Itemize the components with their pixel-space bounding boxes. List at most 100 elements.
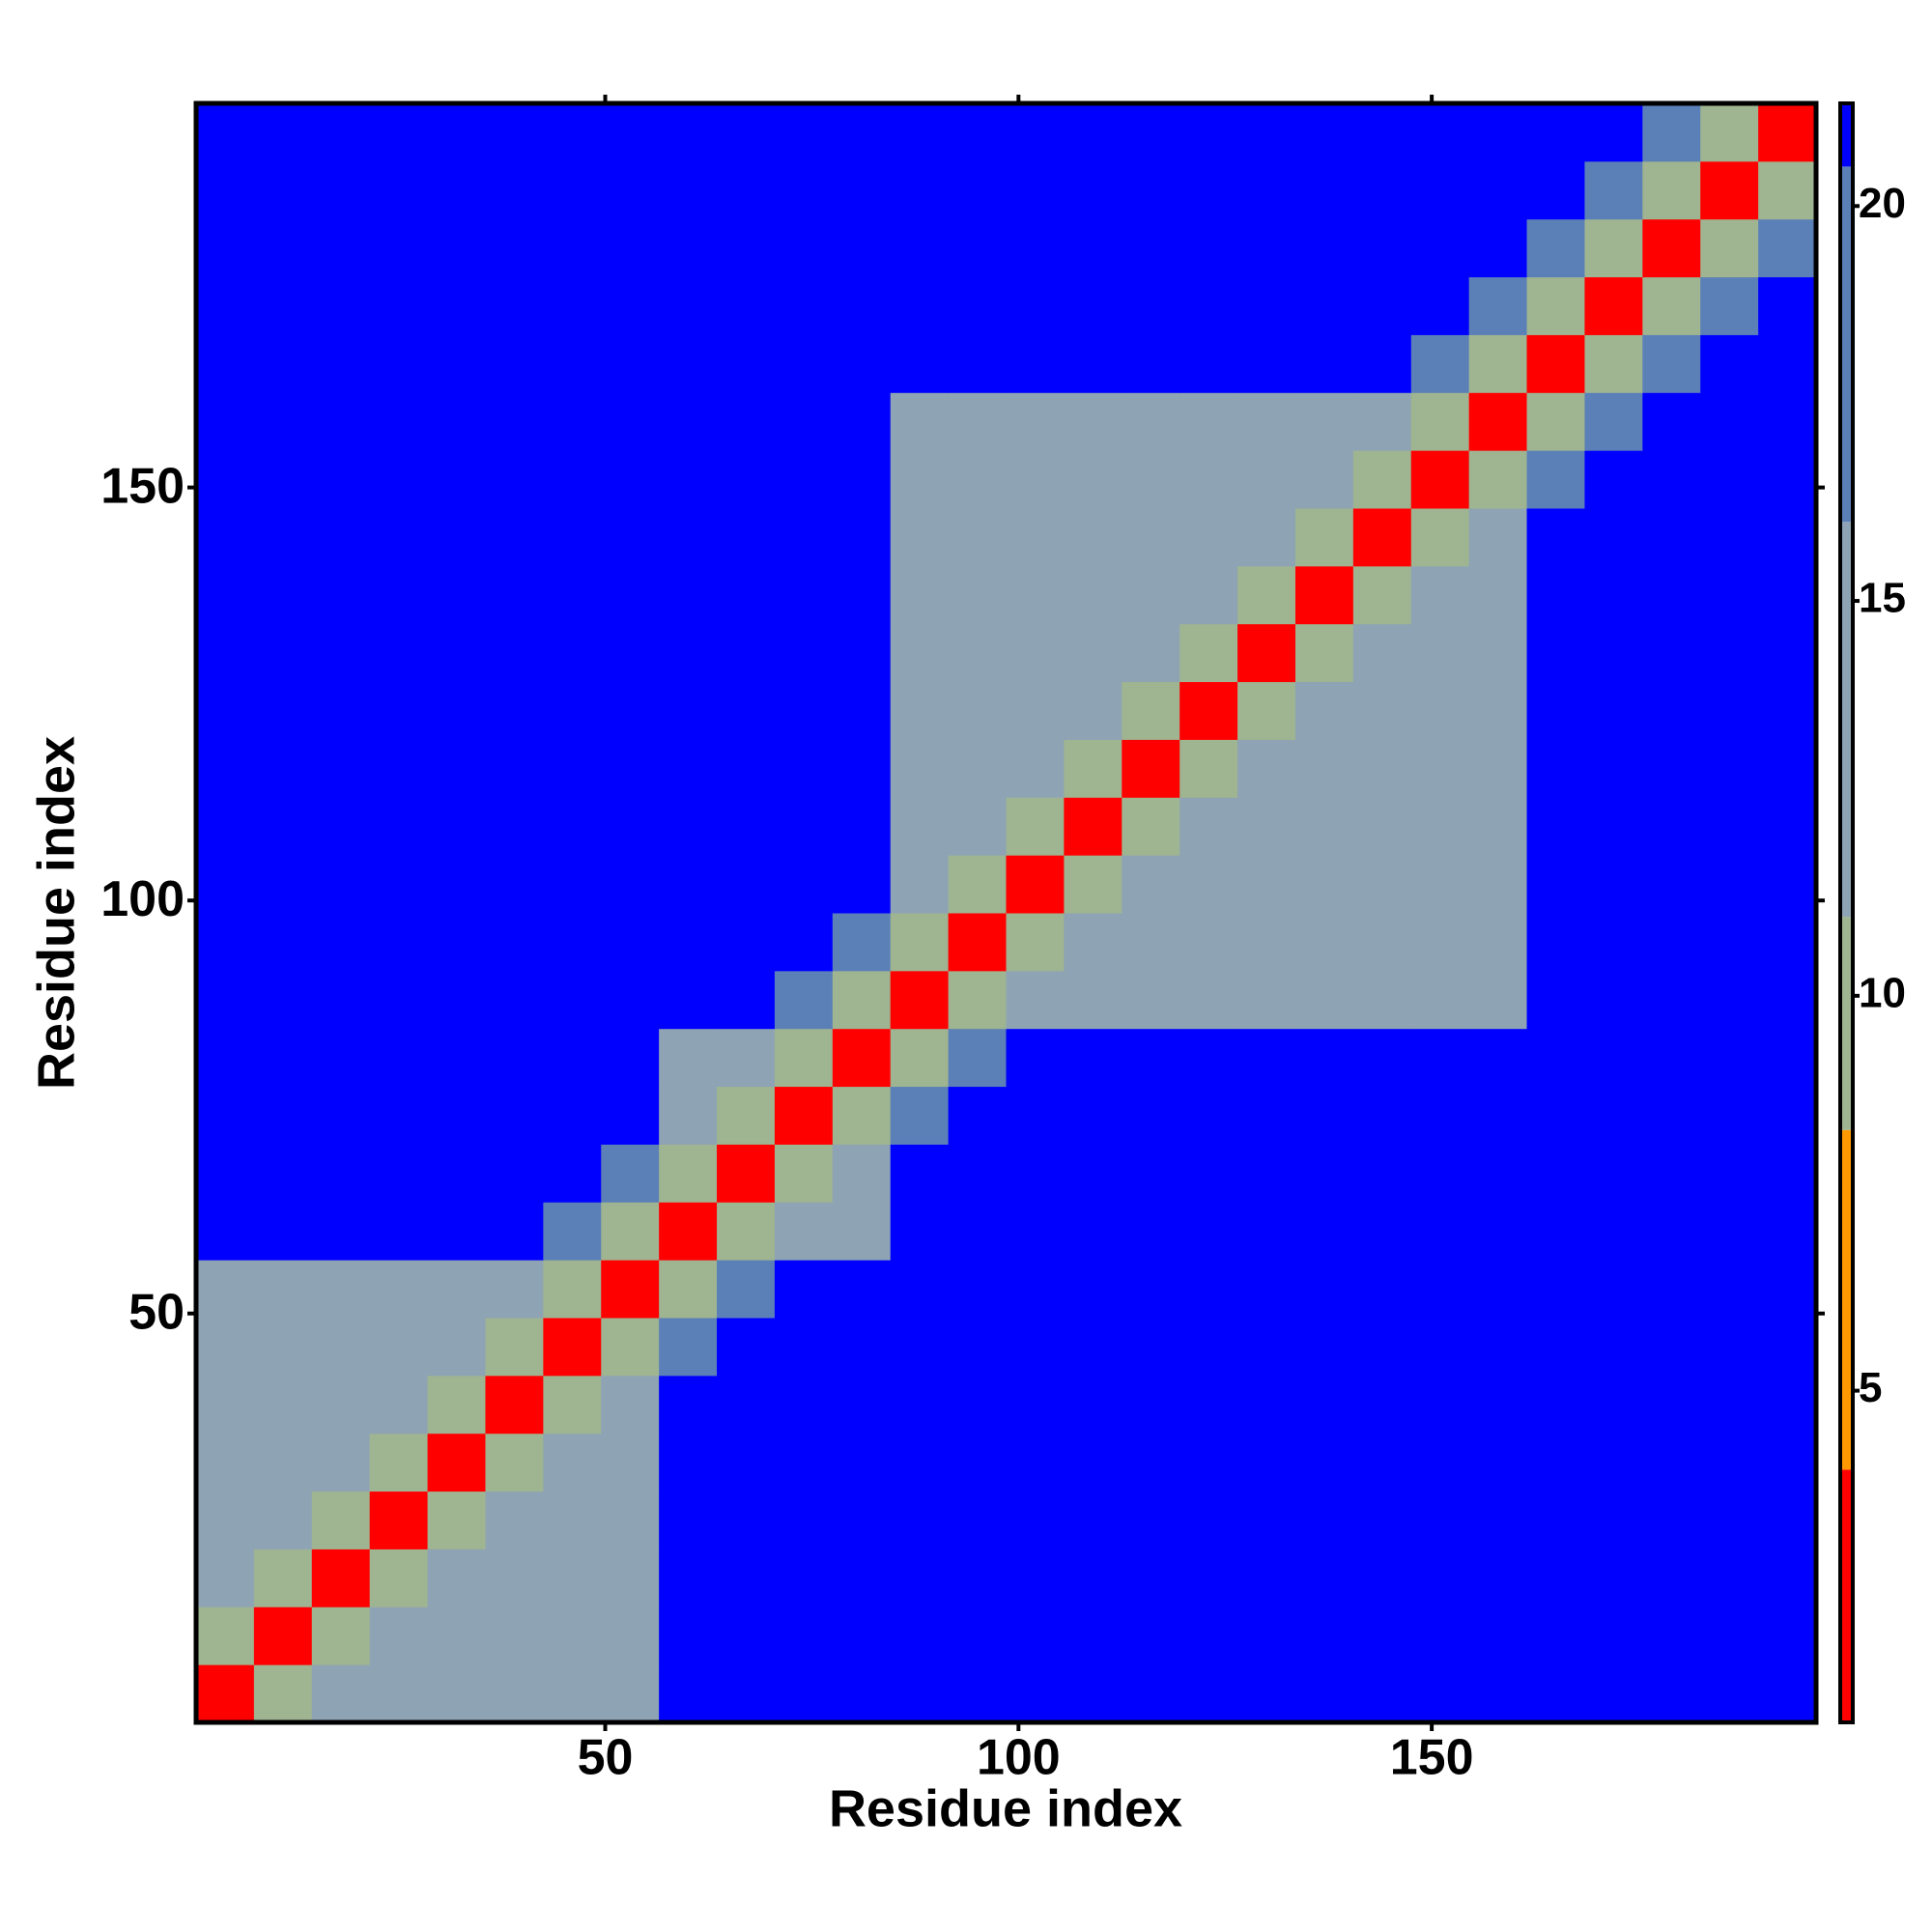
heatmap-cell	[832, 1375, 892, 1435]
heatmap-cell	[196, 1433, 255, 1492]
heatmap-cell	[485, 1260, 544, 1319]
heatmap-cell	[311, 913, 371, 972]
heatmap-cell	[1064, 450, 1122, 509]
heatmap-cell	[1122, 1491, 1180, 1549]
heatmap-cell	[311, 623, 371, 683]
heatmap-cell	[832, 623, 892, 683]
heatmap-cell	[717, 1375, 776, 1435]
heatmap-cell	[1006, 1491, 1065, 1549]
heatmap-cell	[948, 623, 1007, 683]
heatmap-cell	[1410, 1664, 1470, 1723]
heatmap-cell	[1064, 1433, 1122, 1492]
heatmap-cell	[311, 1260, 371, 1319]
heatmap-cell	[1642, 970, 1701, 1030]
heatmap-cell	[1410, 565, 1470, 625]
heatmap-cell	[1064, 739, 1122, 798]
heatmap-cell	[253, 1375, 313, 1435]
heatmap-cell	[1410, 1260, 1470, 1319]
heatmap-cell	[485, 1606, 544, 1665]
heatmap-cell	[774, 681, 834, 740]
heatmap-cell	[1294, 1144, 1354, 1203]
heatmap-cell	[890, 508, 950, 567]
heatmap-cell	[659, 1028, 718, 1088]
plot-frame	[193, 100, 1819, 1725]
heatmap-cell	[1410, 1491, 1470, 1549]
heatmap-cell	[1294, 1491, 1354, 1549]
heatmap-cell	[196, 1606, 255, 1665]
heatmap-cell	[832, 1548, 892, 1607]
heatmap-cell	[543, 103, 602, 162]
heatmap-cell	[1468, 1491, 1528, 1549]
heatmap-cell	[601, 970, 660, 1030]
heatmap-cell	[1122, 334, 1180, 393]
heatmap-cell	[369, 681, 429, 740]
heatmap-cell	[1122, 1260, 1180, 1319]
heatmap-cell	[253, 970, 313, 1030]
heatmap-cell	[948, 855, 1007, 914]
heatmap-cell	[1006, 681, 1065, 740]
y-axis-label: Residue index	[27, 736, 85, 1090]
heatmap-cell	[1758, 970, 1817, 1030]
heatmap-cell	[717, 1318, 776, 1377]
heatmap-cell	[1352, 1606, 1412, 1665]
heatmap-cell	[832, 392, 892, 451]
heatmap-cell	[1352, 797, 1412, 856]
heatmap-cell	[1352, 681, 1412, 740]
heatmap-cell	[311, 276, 371, 335]
heatmap-cell	[1006, 103, 1065, 162]
heatmap-cell	[543, 1491, 602, 1549]
heatmap-cell	[427, 1491, 486, 1549]
heatmap-cell	[427, 334, 486, 393]
heatmap-cell	[1526, 1664, 1585, 1723]
heatmap-cell	[311, 1028, 371, 1088]
heatmap-cell	[543, 508, 602, 567]
heatmap-cell	[1526, 1260, 1585, 1319]
heatmap-cell	[948, 1260, 1007, 1319]
heatmap-cell	[890, 970, 950, 1030]
heatmap-cell	[253, 739, 313, 798]
heatmap-cell	[253, 160, 313, 220]
heatmap-cell	[601, 1664, 660, 1723]
heatmap-cell	[1758, 218, 1817, 278]
heatmap-cell	[659, 681, 718, 740]
heatmap-cell	[1352, 508, 1412, 567]
heatmap-cell	[196, 160, 255, 220]
heatmap-cell	[1700, 1548, 1759, 1607]
heatmap-cell	[311, 160, 371, 220]
heatmap-cell	[1122, 565, 1180, 625]
heatmap-cell	[427, 913, 486, 972]
heatmap-cell	[543, 1318, 602, 1377]
heatmap-cell	[832, 1664, 892, 1723]
heatmap-cell	[369, 970, 429, 1030]
heatmap-cell	[832, 1144, 892, 1203]
heatmap-cell	[1006, 1548, 1065, 1607]
heatmap-cell	[774, 218, 834, 278]
heatmap-cell	[1064, 855, 1122, 914]
heatmap-cell	[1294, 392, 1354, 451]
heatmap-cell	[1122, 1375, 1180, 1435]
heatmap-cell	[1064, 1606, 1122, 1665]
heatmap-cell	[1584, 1144, 1643, 1203]
heatmap-cell	[1584, 565, 1643, 625]
heatmap-cell	[890, 1664, 950, 1723]
heatmap-cell	[1064, 334, 1122, 393]
heatmap-cell	[659, 1606, 718, 1665]
heatmap-cell	[311, 1375, 371, 1435]
heatmap-cell	[1526, 739, 1585, 798]
heatmap-cell	[1352, 855, 1412, 914]
heatmap-cell	[659, 1144, 718, 1203]
heatmap-cell	[1122, 1318, 1180, 1377]
heatmap-cell	[1410, 276, 1470, 335]
heatmap-cell	[659, 1260, 718, 1319]
heatmap-cell	[1006, 1318, 1065, 1377]
heatmap-cell	[196, 450, 255, 509]
heatmap-cell	[832, 103, 892, 162]
heatmap-cell	[196, 913, 255, 972]
heatmap-cell	[1526, 565, 1585, 625]
heatmap-cell	[1410, 218, 1470, 278]
heatmap-cell	[601, 623, 660, 683]
heatmap-cell	[369, 392, 429, 451]
heatmap-cell	[601, 160, 660, 220]
heatmap-cell	[427, 1664, 486, 1723]
